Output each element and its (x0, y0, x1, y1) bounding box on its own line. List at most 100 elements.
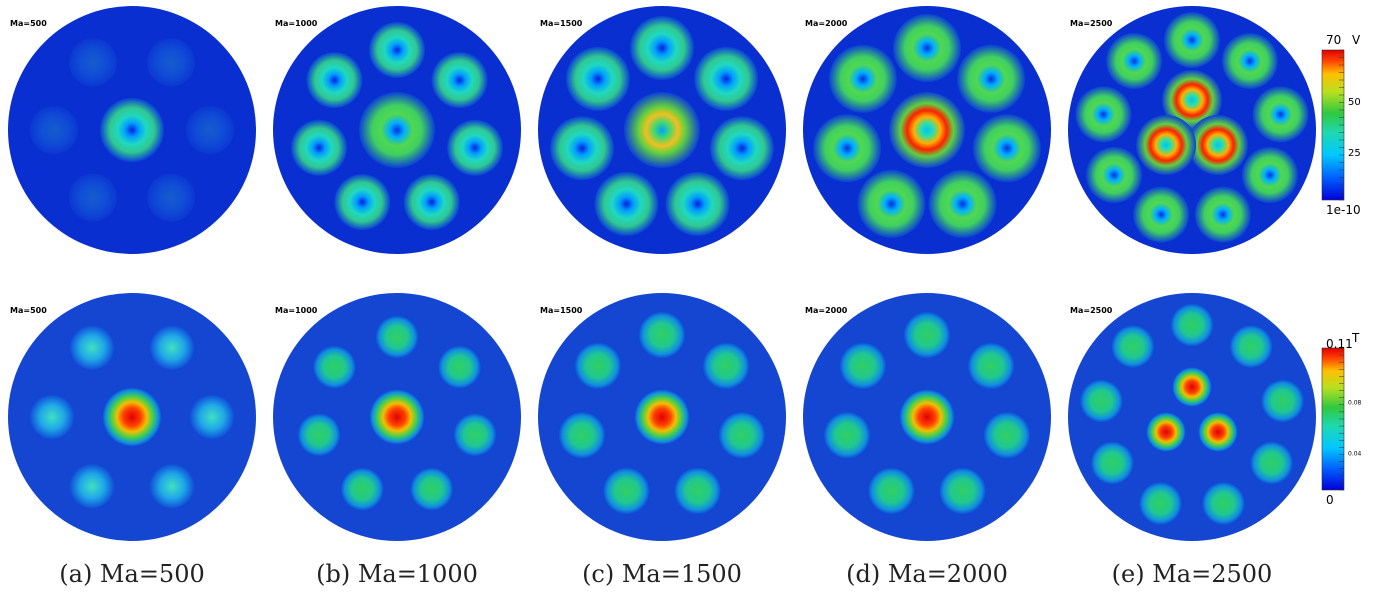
temperature-cell (573, 341, 622, 390)
temperature-cell (634, 389, 690, 445)
velocity-cell (369, 22, 425, 78)
velocity-cell (69, 38, 117, 87)
colorbar-tick-label: 50 (1348, 97, 1361, 108)
temperature-panel-a: Ma=500 (8, 293, 256, 541)
velocity-panel-title: Ma=2000 (805, 19, 848, 28)
temperature-panel-d: Ma=2000 (803, 293, 1051, 541)
colorbar-title: V (1352, 33, 1361, 47)
velocity-cell (431, 52, 488, 109)
colorbar-temperature: T0.11 0.08 0.04 0 (1321, 331, 1362, 507)
velocity-cell (147, 38, 195, 87)
temperature-cell (1201, 481, 1246, 526)
colorbar-title: T (1351, 331, 1360, 345)
velocity-cell (1252, 86, 1309, 143)
colorbar-tick-label: 70 (1326, 33, 1341, 47)
temperature-panel-b: Ma=1000 (273, 293, 521, 541)
velocity-cell (893, 14, 961, 82)
velocity-cell (69, 173, 117, 222)
temperature-cell (190, 395, 234, 439)
temperature-cell (375, 315, 419, 359)
temperature-panel-title: Ma=1000 (275, 306, 318, 315)
velocity-panel-title: Ma=2500 (1070, 19, 1113, 28)
velocity-cell (1106, 33, 1163, 90)
temperature-cell (1110, 324, 1155, 369)
temperature-cell (602, 466, 651, 515)
velocity-panel-b: Ma=1000 (273, 6, 521, 254)
colorbars: V 70 50 25 1e-10 T0.11 0.08 0.04 0 (1321, 33, 1362, 507)
velocity-cell (694, 46, 759, 111)
temperature-cell (1172, 367, 1212, 407)
temperature-cell (102, 387, 162, 447)
velocity-cell (665, 171, 730, 236)
temperature-panel-title: Ma=2000 (805, 306, 848, 315)
velocity-cell (813, 114, 882, 183)
velocity-cell (1162, 70, 1222, 130)
velocity-cell (186, 106, 234, 154)
temperature-cell (838, 341, 887, 390)
temperature-cell (1229, 324, 1274, 369)
velocity-cell (446, 119, 503, 176)
temperature-panel-title: Ma=2500 (1070, 306, 1113, 315)
velocity-panel-a: Ma=500 (8, 6, 256, 254)
caption-d: (d) Ma=2000 (846, 560, 1008, 588)
velocity-cell (828, 44, 897, 113)
colorbar-tick-label: 0.11 (1326, 337, 1353, 351)
velocity-panel-c: Ma=1500 (538, 6, 786, 254)
temperature-cell (1170, 303, 1214, 347)
velocity-cell (1194, 186, 1251, 243)
colorbar-tick-label: 0.04 (1348, 451, 1362, 458)
temperature-cell (558, 411, 607, 460)
temperature-cell (982, 411, 1031, 460)
velocity-cell (1075, 86, 1132, 143)
velocity-cell (594, 171, 659, 236)
temperature-cell (1260, 379, 1305, 424)
velocity-cell (624, 92, 700, 168)
velocity-cell (972, 114, 1041, 183)
velocity-cell (709, 116, 774, 181)
temperature-cell (938, 466, 987, 515)
temperature-panel-c: Ma=1500 (538, 293, 786, 541)
velocity-cell (565, 46, 630, 111)
temperature-cell (867, 466, 916, 515)
velocity-cell (1164, 12, 1220, 68)
temperature-cell (340, 467, 385, 512)
velocity-cell (147, 173, 195, 222)
velocity-cell (1133, 186, 1190, 243)
caption-e: (e) Ma=2500 (1112, 560, 1273, 588)
captions: (a) Ma=500 (b) Ma=1000 (c) Ma=1500 (d) Ma=2… (59, 560, 1272, 588)
temperature-cell (437, 345, 482, 390)
velocity-panel-title: Ma=500 (10, 19, 47, 28)
caption-a: (a) Ma=500 (59, 560, 204, 588)
velocity-cell (889, 92, 965, 168)
colorbar-tick-label: 0 (1326, 493, 1334, 507)
velocity-panel-e: Ma=2500 (1068, 6, 1316, 254)
temperature-cell (297, 412, 342, 457)
colorbar-tick-label: 1e-10 (1326, 203, 1361, 217)
colorbar-tick-label: 0.08 (1348, 400, 1362, 407)
temperature-cell (452, 412, 497, 457)
temperature-cell (1249, 441, 1294, 485)
temperature-cell (409, 467, 454, 512)
temperature-cell (70, 325, 114, 370)
velocity-cell (306, 52, 363, 109)
temperature-cell (1090, 441, 1135, 485)
temperature-cell (369, 389, 425, 445)
velocity-cell (1241, 147, 1298, 203)
temperature-cell (638, 311, 686, 359)
velocity-cell (334, 174, 391, 231)
colorbar-velocity: V 70 50 25 1e-10 (1321, 33, 1361, 217)
temperature-cell (30, 395, 74, 439)
velocity-panel-title: Ma=1500 (540, 19, 583, 28)
velocity-cell (550, 116, 615, 181)
temperature-cell (823, 411, 872, 460)
velocity-cell (1187, 115, 1248, 175)
temperature-cell (717, 411, 766, 460)
velocity-panel-d: Ma=2000 (803, 6, 1051, 254)
velocity-cell (1221, 33, 1278, 90)
velocity-cell (359, 92, 435, 168)
velocity-cell (291, 119, 348, 176)
velocity-cell (1136, 115, 1197, 175)
temperature-cell (312, 345, 357, 390)
temperature-cell (150, 325, 194, 370)
